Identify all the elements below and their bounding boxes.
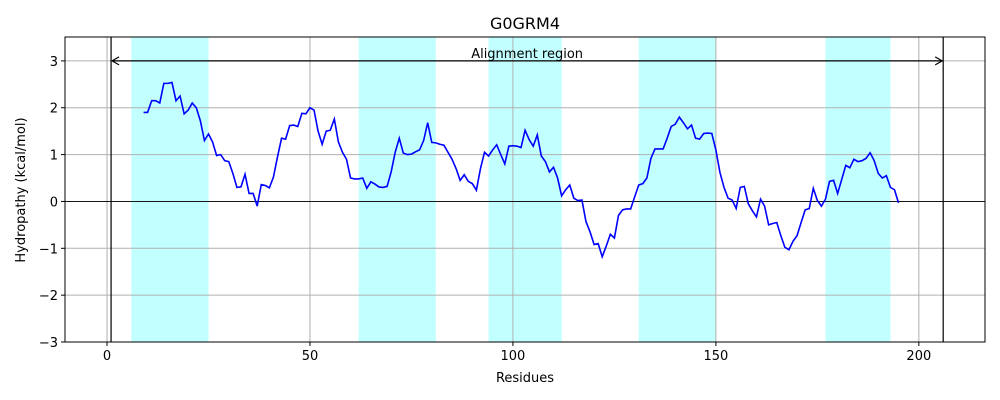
arrow-head: [934, 56, 944, 66]
alignment-region: [131, 37, 209, 342]
x-tick-label: 100: [501, 349, 526, 364]
y-tick-label: 3: [50, 55, 58, 70]
y-axis-label: Hydropathy (kcal/mol): [14, 117, 29, 262]
y-tick-label: −2: [39, 289, 58, 304]
hydropathy-line: [143, 81, 900, 260]
alignment-region: [825, 37, 891, 342]
y-tick-label: −1: [39, 242, 58, 257]
alignment-region: [488, 37, 562, 342]
x-tick-label: 200: [906, 349, 931, 364]
y-tick-label: −3: [39, 336, 58, 351]
arrow-head: [110, 56, 120, 66]
x-tick-label: 50: [302, 349, 319, 364]
alignment-region: [638, 37, 716, 342]
x-tick-label: 150: [703, 349, 728, 364]
y-tick-label: 1: [50, 149, 58, 164]
x-tick-label: 0: [103, 349, 111, 364]
y-tick-label: 0: [50, 195, 58, 210]
plot-frame: [64, 36, 986, 343]
y-tick-label: 2: [50, 102, 58, 117]
chart-title: G0GRM4: [490, 14, 560, 33]
x-axis-label: Residues: [496, 371, 554, 386]
annotation-label: Alignment region: [471, 47, 583, 62]
alignment-region: [358, 37, 436, 342]
